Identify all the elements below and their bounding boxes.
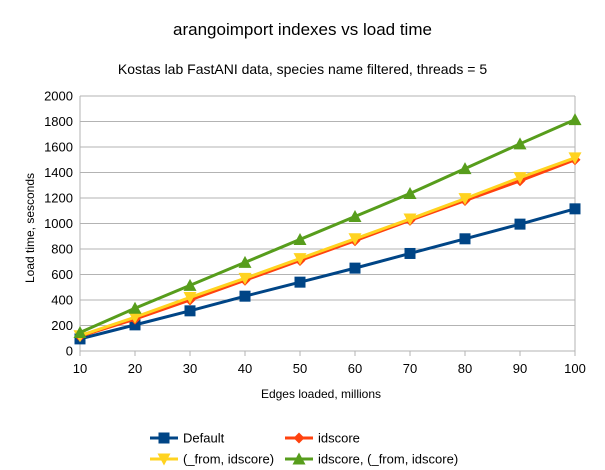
legend-label-2: (_from, idscore)	[183, 452, 274, 467]
series-2	[73, 152, 582, 343]
series-2-point-2	[183, 291, 197, 304]
series-3-point-7	[458, 162, 472, 175]
x-tick-label-8: 90	[513, 361, 527, 376]
x-tick-label-3: 40	[238, 361, 252, 376]
x-tick-label-6: 70	[403, 361, 417, 376]
series-3-point-5	[348, 209, 362, 222]
y-tick-label-7: 1400	[44, 165, 73, 180]
series-3-point-1	[128, 301, 142, 314]
x-tick-label-9: 100	[564, 361, 586, 376]
series-0-point-4	[294, 276, 306, 288]
series-0-point-8	[514, 218, 526, 230]
series-3-point-8	[513, 137, 527, 150]
series-0-point-1	[129, 319, 141, 331]
legend-item-2: (_from, idscore)	[150, 452, 274, 467]
series-2-point-3	[238, 272, 252, 285]
legend-item-1: idscore	[285, 431, 360, 446]
series-2-point-6	[403, 213, 417, 226]
series-2-line	[79, 156, 576, 338]
series-3-point-4	[293, 232, 307, 245]
x-tick-label-1: 20	[128, 361, 142, 376]
y-tick-label-10: 2000	[44, 89, 73, 104]
series-0-point-5	[349, 262, 361, 274]
legend: Default idscore (_from, idscore) idscore, (…	[150, 431, 458, 467]
x-tick-label-0: 10	[73, 361, 87, 376]
series-1-line	[79, 158, 576, 338]
y-tick-label-6: 1200	[44, 191, 73, 206]
series-0-point-9	[569, 203, 581, 215]
series-0-line	[79, 207, 576, 341]
legend-swatch-marker-2	[157, 453, 171, 466]
series-0-point-6	[404, 247, 416, 259]
series-3-point-3	[238, 255, 252, 268]
series-3-line	[79, 118, 576, 334]
series-3	[73, 113, 582, 339]
x-tick-label-2: 30	[183, 361, 197, 376]
series-0-point-7	[459, 233, 471, 245]
legend-item-3: idscore, (_from, idscore)	[285, 452, 458, 467]
legend-swatch-marker-1	[293, 432, 305, 444]
x-tick-label-7: 80	[458, 361, 472, 376]
series-2-point-8	[513, 172, 527, 185]
y-tick-label-9: 1800	[44, 114, 73, 129]
series-3-point-2	[183, 278, 197, 291]
gridlines	[80, 95, 575, 352]
series-0-point-3	[239, 290, 251, 302]
series-3-point-6	[403, 187, 417, 200]
series-2-point-7	[458, 193, 472, 206]
series-3-point-0	[73, 326, 87, 339]
series-lines	[73, 113, 582, 345]
y-axis-label: Load time, sesconds	[23, 173, 37, 283]
legend-swatch-marker-0	[158, 432, 170, 444]
y-tick-label-2: 400	[51, 293, 73, 308]
chart-title: arangoimport indexes vs load time	[173, 20, 432, 39]
legend-item-0: Default	[150, 431, 225, 446]
legend-label-3: idscore, (_from, idscore)	[318, 452, 458, 467]
y-tick-label-3: 600	[51, 267, 73, 282]
series-0	[74, 203, 581, 345]
series-2-point-1	[128, 311, 142, 324]
series-0-point-2	[184, 305, 196, 317]
series-2-point-4	[293, 253, 307, 266]
series-2-point-9	[568, 152, 582, 165]
legend-label-0: Default	[183, 431, 225, 446]
y-tick-label-8: 1600	[44, 140, 73, 155]
legend-label-1: idscore	[318, 431, 360, 446]
tick-labels: 0 200 400 600 800 1000 1200 1400 1600 1800 2000 10 2…	[44, 89, 586, 377]
axes	[79, 96, 576, 356]
y-tick-label-5: 1000	[44, 216, 73, 231]
legend-swatch-marker-3	[292, 452, 306, 465]
y-tick-label-1: 200	[51, 318, 73, 333]
series-3-point-9	[568, 113, 582, 126]
x-tick-label-4: 50	[293, 361, 307, 376]
x-axis-label: Edges loaded, millions	[261, 387, 381, 401]
series-2-point-5	[348, 233, 362, 246]
chart-subtitle: Kostas lab FastANI data, species name fi…	[117, 61, 488, 77]
x-tick-label-5: 60	[348, 361, 362, 376]
y-tick-label-0: 0	[66, 344, 73, 359]
y-tick-label-4: 800	[51, 242, 73, 257]
